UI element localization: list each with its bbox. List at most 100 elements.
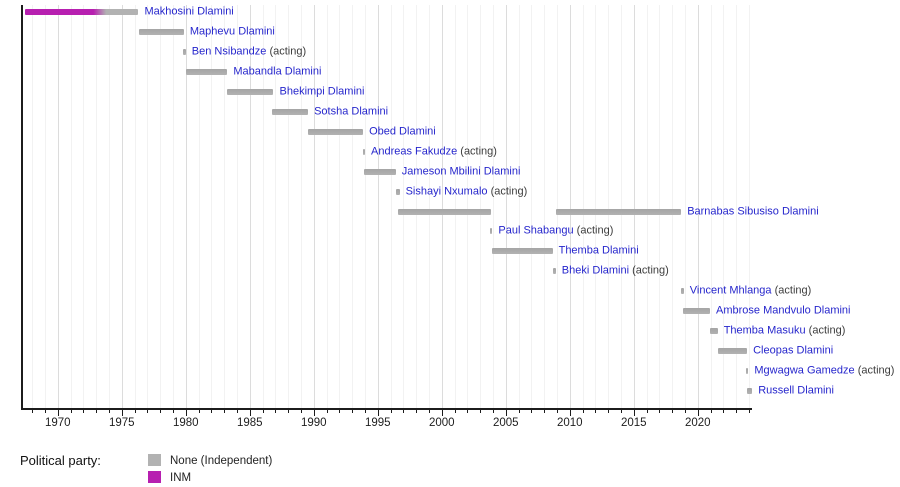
acting-suffix: (acting): [771, 284, 812, 297]
gridline: [505, 5, 507, 408]
plot-area: 1970 1975 1980 1985 1990 1995 2000 2005 2010 2015…: [21, 5, 895, 429]
term-bar: [710, 328, 718, 335]
row-label: Cleopas Dlamini: [753, 345, 833, 358]
term-bar: [491, 248, 553, 255]
term-bar: [139, 28, 184, 35]
axis-tick: [608, 410, 610, 413]
pm-name-link[interactable]: Sishayi Nxumalo: [405, 185, 488, 197]
axis-tick-label: 2015: [621, 417, 647, 429]
gridline: [454, 5, 456, 408]
gridline: [160, 5, 162, 408]
term-bar: [745, 368, 749, 375]
pm-name-link[interactable]: Maphevu Dlamini: [189, 25, 275, 38]
legend-label-inm: INM: [170, 472, 192, 484]
axis-tick: [83, 410, 85, 413]
pm-name-link[interactable]: Cleopas Dlamini: [753, 344, 834, 357]
pm-name-link[interactable]: Andreas Fakudze: [371, 145, 458, 158]
axis-tick: [57, 410, 59, 416]
gridline: [249, 5, 251, 408]
axis-tick: [441, 410, 443, 416]
legend-title: Political party:: [20, 453, 101, 468]
gridline: [288, 5, 290, 408]
pm-name-link[interactable]: Bhekimpi Dlamini: [279, 85, 365, 98]
pm-name-link[interactable]: Ambrose Mandvulo Dlamini: [716, 304, 851, 317]
term-bar: [489, 228, 493, 235]
gridline: [301, 5, 302, 408]
term-bar: [308, 128, 364, 135]
pm-name-link[interactable]: Mabandla Dlamini: [233, 65, 322, 78]
gridline: [697, 5, 699, 408]
gridline: [621, 5, 622, 408]
pm-name-link[interactable]: Barnabas Sibusiso Dlamini: [687, 205, 819, 217]
axis-tick: [454, 410, 456, 413]
row-label: Sotsha Dlamini: [314, 105, 388, 118]
axis-tick: [249, 410, 251, 416]
term-bar: [182, 48, 186, 55]
gridline: [518, 5, 520, 408]
y-axis-line: [21, 5, 23, 409]
axis-tick: [697, 410, 699, 416]
row-label: Themba Dlamini: [559, 245, 639, 258]
row-label: Sishayi Nxumalo (acting): [406, 185, 528, 198]
pm-name-link[interactable]: Russell Dlamini: [758, 384, 834, 397]
axis-tick-label: 1990: [301, 417, 327, 429]
pm-name-link[interactable]: Bheki Dlamini: [561, 264, 630, 277]
axis-tick: [185, 410, 187, 416]
gridline: [109, 5, 110, 408]
axis-tick: [32, 410, 34, 413]
gridline: [313, 5, 315, 408]
term-bar: [227, 88, 274, 95]
pm-name-link[interactable]: Obed Dlamini: [369, 125, 436, 138]
pm-name-link[interactable]: Jameson Mbilini Dlamini: [401, 165, 521, 178]
axis-tick: [237, 410, 238, 413]
gridline: [749, 5, 750, 408]
axis-tick: [621, 410, 622, 413]
gridline: [480, 5, 482, 408]
pm-name-link[interactable]: Makhosini Dlamini: [144, 5, 234, 18]
axis-tick: [595, 410, 597, 413]
axis-tick: [569, 410, 571, 416]
gridline: [96, 5, 98, 408]
x-axis-line: [21, 408, 752, 410]
pm-name-link[interactable]: Vincent Mhlanga: [689, 284, 772, 297]
axis-tick: [70, 410, 72, 413]
gridline: [198, 5, 200, 408]
axis-tick-label: 2005: [493, 417, 519, 429]
pm-name-link[interactable]: Themba Masuku: [723, 324, 806, 337]
row-label: Bhekimpi Dlamini: [280, 85, 365, 98]
pm-name-link[interactable]: Mgwagwa Gamedze: [754, 364, 855, 377]
term-bar: [362, 148, 366, 155]
gridline: [390, 5, 392, 408]
axis-tick-label: 2000: [429, 417, 455, 429]
pm-name-link[interactable]: Sotsha Dlamini: [314, 105, 389, 118]
row-label: Themba Masuku (acting): [724, 325, 846, 338]
axis-tick: [544, 410, 546, 413]
row-label: Barnabas Sibusiso Dlamini: [687, 205, 818, 218]
term-bar: [717, 348, 748, 355]
pm-name-link[interactable]: Paul Shabangu: [498, 224, 574, 237]
axis-tick-label: 1985: [237, 417, 263, 429]
gridline: [57, 5, 59, 408]
axis-tick: [377, 410, 379, 416]
axis-tick: [121, 410, 123, 416]
gridline: [83, 5, 85, 408]
axis-tick: [160, 410, 162, 413]
legend-label-none: None (Independent): [170, 455, 273, 467]
axis-tick: [211, 410, 213, 413]
row-label: Russell Dlamini: [758, 385, 834, 398]
pm-name-link[interactable]: Themba Dlamini: [558, 244, 639, 257]
gridline: [147, 5, 149, 408]
term-bar: [747, 388, 753, 395]
row-label: Mabandla Dlamini: [233, 65, 321, 78]
axis-tick: [288, 410, 290, 413]
gridline: [569, 5, 571, 408]
row-label: Ben Nsibandze (acting): [192, 45, 306, 58]
axis-tick: [416, 410, 418, 413]
axis-tick: [429, 410, 430, 413]
axis-tick: [480, 410, 482, 413]
axis-tick: [685, 410, 686, 413]
gridline: [723, 5, 725, 408]
pm-name-link[interactable]: Ben Nsibandze: [191, 45, 267, 58]
gridline: [493, 5, 494, 408]
acting-suffix: (acting): [854, 364, 895, 377]
